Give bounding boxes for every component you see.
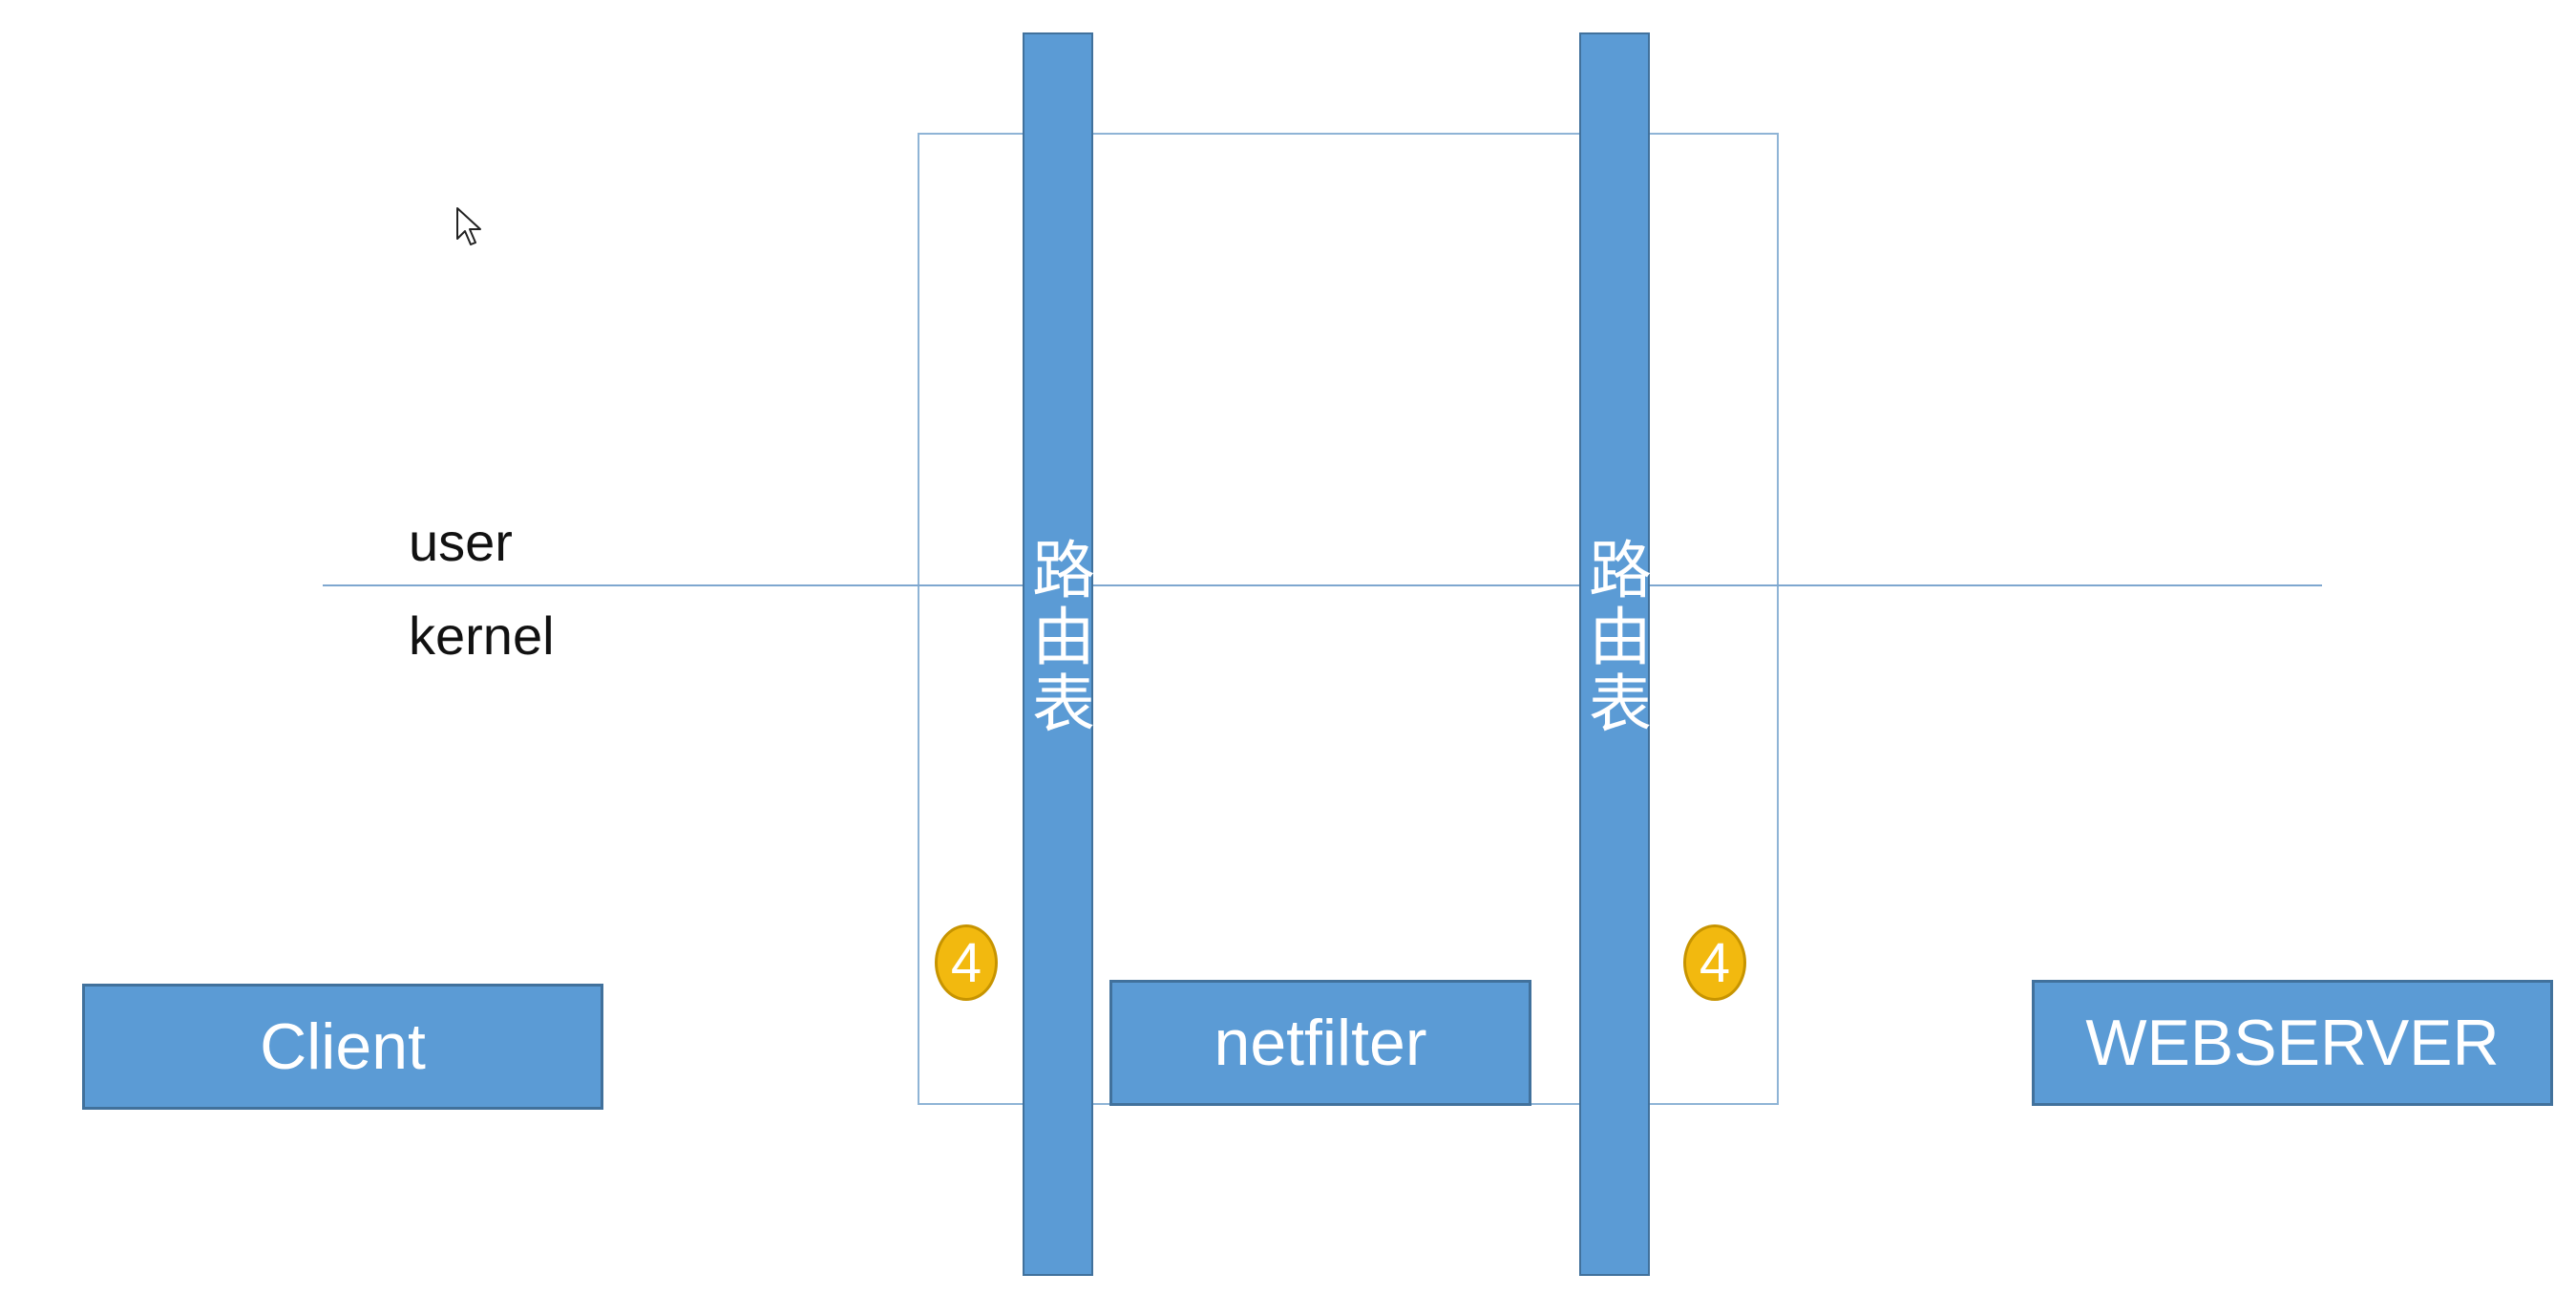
client-box: Client bbox=[82, 984, 603, 1110]
webserver-box: WEBSERVER bbox=[2032, 980, 2553, 1106]
netfilter-box: netfilter bbox=[1109, 980, 1531, 1106]
routing-table-bar-right: 路由表 bbox=[1578, 32, 1652, 1276]
user-space-label: user bbox=[409, 512, 513, 572]
routing-table-label: 路由表 bbox=[1022, 537, 1095, 737]
routing-table-bar-left: 路由表 bbox=[1022, 32, 1095, 1276]
step-badge-right: 4 bbox=[1683, 924, 1746, 1001]
user-kernel-separator bbox=[323, 584, 2322, 586]
mouse-pointer-icon bbox=[456, 207, 481, 245]
step-badge-left: 4 bbox=[935, 924, 998, 1001]
kernel-space-label: kernel bbox=[409, 605, 555, 666]
routing-table-label: 路由表 bbox=[1578, 537, 1652, 737]
